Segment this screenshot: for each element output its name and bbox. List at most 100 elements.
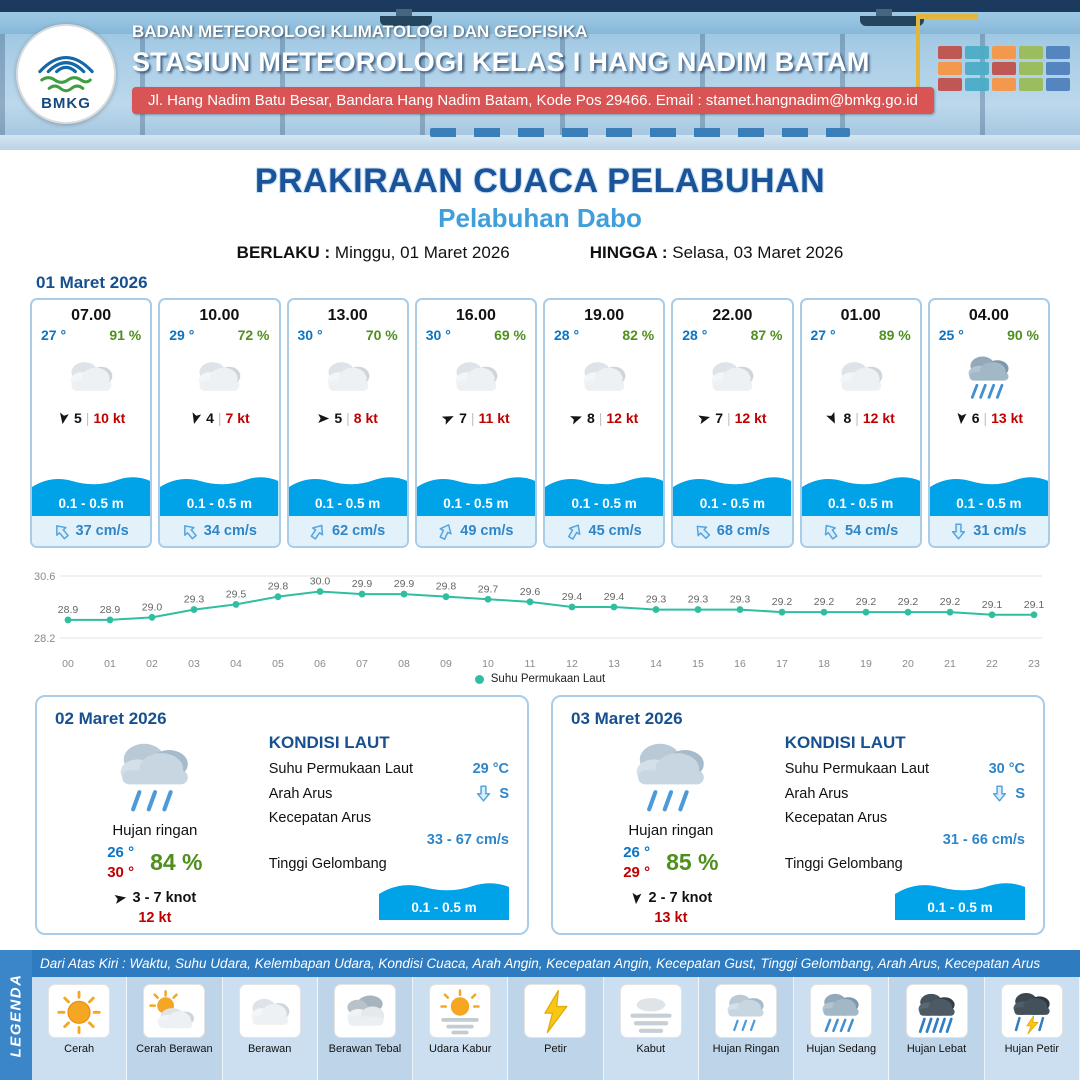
humidity-value: 69 %	[494, 327, 526, 343]
wind-row: 8 | 12 kt	[826, 410, 895, 426]
legend-item-label: Hujan Ringan	[712, 1043, 780, 1055]
humidity-value: 82 %	[622, 327, 655, 343]
wave-shape	[801, 477, 920, 516]
valid-until-value: Selasa, 03 Maret 2026	[672, 243, 844, 262]
current-row: 34 cm/s	[160, 516, 279, 546]
legend-item-label: Kabut	[636, 1043, 666, 1055]
sea-condition-title: KONDISI LAUT	[784, 733, 906, 752]
legend-item: Hujan Petir	[984, 977, 1080, 1080]
daily-forecast-card: 02 Maret 2026 Hujan ringan 26 ° 30 ° 84 …	[35, 695, 529, 935]
wind-row: 6 | 13 kt	[955, 410, 1023, 426]
port-name: Pelabuhan Dabo	[438, 203, 642, 233]
legend-item-label: Hujan Sedang	[806, 1043, 877, 1055]
legend-item: Berawan Tebal	[317, 977, 414, 1080]
current-direction-icon	[178, 520, 200, 543]
forecast-time: 04.00	[968, 307, 1009, 324]
wave-height-row: Tinggi Gelombang	[785, 856, 1025, 872]
forecast-time: 22.00	[712, 307, 753, 324]
valid-from: BERLAKU : Minggu, 01 Maret 2026	[237, 243, 510, 263]
current-direction-icon	[563, 520, 584, 542]
temp-humidity-row: 25 ° 90 %	[930, 325, 1048, 343]
wave-shape	[673, 477, 792, 516]
header-sea-decoration	[0, 12, 1080, 34]
current-direction-icon	[50, 520, 72, 543]
current-direction-text: S	[499, 785, 509, 802]
waiting-seats-illustration	[430, 128, 850, 137]
hourly-forecast-card: 04.00 25 ° 90 % 6 | 13 kt 0.1 - 0.5 m 31	[927, 298, 1050, 548]
current-speed: 31 cm/s	[973, 523, 1027, 539]
svg-text:20: 20	[902, 658, 914, 670]
daily-wind-row: 3 - 7 knot	[55, 890, 255, 906]
current-speed: 49 cm/s	[460, 523, 514, 539]
svg-text:10: 10	[482, 658, 494, 670]
valid-until-label: HINGGA :	[589, 243, 668, 262]
chart-legend-dot	[474, 674, 484, 684]
sst-label: Suhu Permukaan Laut	[268, 761, 414, 777]
separator: |	[346, 410, 350, 426]
legend-title: LEGENDA	[7, 973, 25, 1057]
daily-wind-range: 3 - 7 knot	[132, 890, 197, 906]
ship-illustration	[380, 9, 432, 26]
svg-text:29.6: 29.6	[520, 586, 541, 598]
daily-weather-icon	[55, 731, 255, 824]
forecast-time: 01.00	[840, 307, 881, 324]
svg-text:04: 04	[230, 658, 242, 670]
svg-text:23: 23	[1028, 658, 1040, 670]
svg-text:29.2: 29.2	[940, 596, 961, 608]
svg-text:29.2: 29.2	[772, 596, 793, 608]
header-beam-decoration	[0, 0, 1080, 12]
wave-height-value: 0.1 - 0.5 m	[186, 496, 253, 511]
current-direction-icon	[819, 520, 841, 543]
legend-items-row: Cerah Cerah Berawan Berawan Berawan Teba…	[32, 977, 1080, 1080]
weather-condition-icon	[959, 345, 1019, 407]
wave-height-value: 0.1 - 0.5 m	[927, 900, 993, 915]
legend-item-label: Berawan Tebal	[328, 1043, 402, 1055]
current-speed-label: Kecepatan Arus	[268, 810, 372, 826]
forecast-date: 01 Maret 2026	[36, 273, 148, 292]
wave-height-box: 0.1 - 0.5 m	[895, 876, 1025, 920]
sst-row: Suhu Permukaan Laut 30 °C	[785, 761, 1025, 777]
wave-height-label: Tinggi Gelombang	[784, 856, 903, 872]
wave-height-label: Tinggi Gelombang	[268, 856, 387, 872]
sst-row: Suhu Permukaan Laut 29 °C	[269, 761, 509, 777]
weather-condition-icon	[831, 345, 891, 407]
daily-date: 02 Maret 2026	[55, 709, 167, 728]
current-direction-label: Arah Arus	[268, 785, 333, 802]
legend-item-label: Hujan Lebat	[906, 1043, 967, 1055]
wave-height-value: 0.1 - 0.5 m	[58, 496, 124, 511]
legend-item: Cerah	[32, 977, 128, 1080]
svg-text:14: 14	[650, 658, 662, 670]
svg-text:29.8: 29.8	[436, 581, 457, 593]
hourly-forecast-card: 19.00 28 ° 82 % 8 | 12 kt 0.1 - 0.5 m 45	[543, 298, 666, 548]
svg-text:30.0: 30.0	[310, 576, 331, 588]
current-direction-value: S	[992, 785, 1025, 802]
air-temperature: 30 °	[297, 327, 323, 343]
legend-title-band: LEGENDA	[0, 950, 32, 1080]
current-speed-value: 33 - 67 cm/s	[426, 832, 509, 848]
valid-until: HINGGA : Selasa, 03 Maret 2026	[590, 243, 844, 263]
wave-shape	[379, 883, 509, 920]
temp-humidity-row: 28 ° 82 %	[545, 325, 663, 343]
current-direction-row: Arah Arus S	[785, 785, 1025, 802]
svg-text:06: 06	[314, 658, 326, 670]
hourly-forecast-card: 16.00 30 ° 69 % 7 | 11 kt 0.1 - 0.5 m 49	[414, 298, 537, 548]
wave-shape	[545, 477, 664, 516]
wave-height-band: 0.1 - 0.5 m	[288, 470, 407, 516]
legend-weather-icon	[429, 984, 492, 1038]
temp-humidity-row: 28 ° 87 %	[673, 325, 791, 343]
current-row: 54 cm/s	[801, 516, 920, 546]
current-speed: 34 cm/s	[203, 523, 257, 539]
wave-shape	[288, 477, 407, 516]
sst-value: 29 °C	[472, 761, 509, 777]
sst-value: 30 °C	[988, 761, 1025, 777]
separator: |	[470, 410, 475, 426]
separator: |	[217, 410, 222, 426]
current-direction-icon	[476, 785, 491, 802]
svg-text:18: 18	[818, 658, 830, 670]
humidity-value: 72 %	[237, 327, 270, 343]
legend-weather-icon	[810, 984, 873, 1038]
valid-from-label: BERLAKU :	[236, 243, 331, 262]
sea-condition-title: KONDISI LAUT	[268, 733, 390, 752]
temp-humidity-row: 27 ° 89 %	[802, 325, 920, 343]
svg-text:29.1: 29.1	[1024, 599, 1045, 611]
